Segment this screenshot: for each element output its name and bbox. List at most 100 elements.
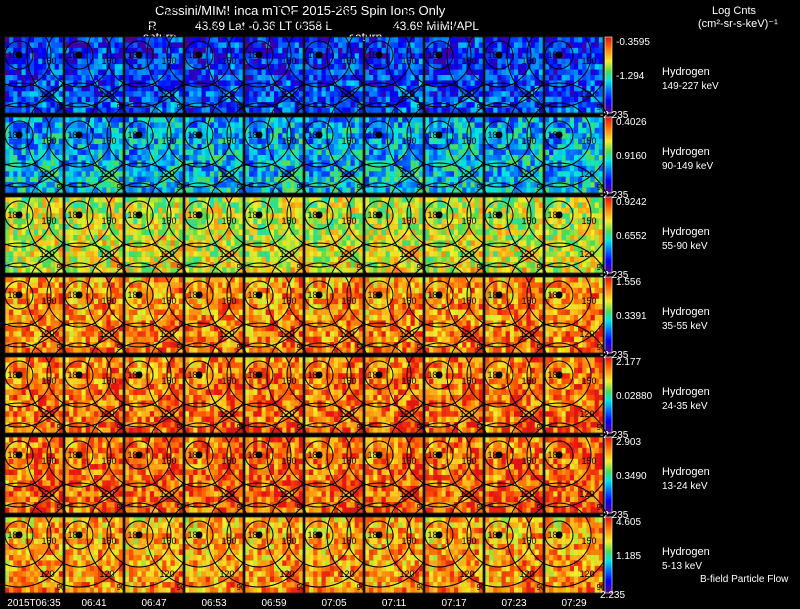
intensity-pixel	[470, 58, 475, 65]
intensity-pixel	[193, 75, 198, 81]
intensity-pixel	[193, 176, 198, 183]
intensity-pixel	[133, 102, 138, 108]
intensity-pixel	[354, 80, 360, 87]
intensity-pixel	[218, 207, 223, 214]
intensity-pixel	[106, 58, 111, 65]
intensity-pixel	[185, 37, 190, 43]
intensity-pixel	[501, 187, 506, 194]
intensity-pixel	[234, 107, 240, 114]
intensity-pixel	[29, 107, 35, 114]
intensity-pixel	[429, 47, 434, 54]
color-scale-step	[605, 139, 612, 142]
intensity-pixel	[425, 171, 430, 177]
intensity-pixel	[222, 85, 227, 92]
intensity-pixel	[65, 165, 70, 172]
intensity-pixel	[565, 85, 571, 92]
intensity-pixel	[590, 107, 595, 114]
intensity-pixel	[162, 37, 167, 43]
intensity-pixel	[9, 149, 14, 156]
intensity-pixel	[402, 80, 407, 87]
intensity-pixel	[234, 64, 240, 70]
intensity-pixel	[298, 58, 304, 65]
intensity-pixel	[329, 117, 335, 123]
intensity-pixel	[29, 80, 35, 87]
intensity-pixel	[329, 64, 335, 70]
intensity-pixel	[114, 91, 120, 97]
intensity-pixel	[42, 202, 47, 209]
intensity-pixel	[174, 80, 180, 87]
intensity-pixel	[189, 251, 194, 257]
intensity-pixel	[249, 75, 254, 81]
intensity-pixel	[129, 42, 134, 49]
intensity-pixel	[553, 96, 558, 103]
intensity-pixel	[189, 58, 194, 65]
intensity-pixel	[38, 127, 43, 134]
color-scale-step	[605, 67, 612, 70]
intensity-pixel	[166, 69, 171, 76]
intensity-pixel	[305, 117, 310, 123]
intensity-pixel	[282, 85, 287, 92]
intensity-pixel	[433, 85, 438, 92]
intensity-pixel	[158, 69, 163, 76]
intensity-pixel	[218, 47, 223, 54]
intensity-pixel	[145, 213, 151, 219]
intensity-pixel	[118, 75, 124, 81]
color-scale-step	[605, 90, 612, 93]
intensity-pixel	[358, 91, 364, 97]
intensity-pixel	[114, 207, 120, 214]
intensity-pixel	[485, 91, 490, 97]
intensity-pixel	[418, 69, 424, 76]
intensity-pixel	[170, 262, 175, 268]
intensity-pixel	[497, 58, 502, 65]
intensity-pixel	[454, 69, 459, 76]
intensity-pixel	[34, 42, 39, 49]
intensity-pixel	[129, 267, 134, 274]
intensity-pixel	[189, 102, 194, 108]
intensity-pixel	[77, 58, 82, 65]
intensity-pixel	[201, 251, 206, 257]
intensity-pixel	[65, 37, 70, 43]
intensity-pixel	[25, 251, 31, 257]
intensity-pixel	[42, 187, 47, 194]
intensity-pixel	[133, 155, 138, 161]
intensity-pixel	[394, 53, 399, 59]
intensity-pixel	[561, 47, 566, 54]
intensity-pixel	[38, 240, 43, 247]
intensity-pixel	[114, 64, 120, 70]
intensity-pixel	[253, 122, 258, 129]
intensity-pixel	[110, 53, 115, 59]
intensity-pixel	[313, 85, 318, 92]
intensity-pixel	[381, 75, 386, 81]
intensity-pixel	[197, 58, 202, 65]
intensity-pixel	[238, 96, 244, 103]
intensity-pixel	[145, 187, 151, 194]
intensity-pixel	[245, 64, 250, 70]
color-scale-max-label: -0.3595	[616, 37, 650, 48]
intensity-pixel	[218, 53, 223, 59]
intensity-pixel	[141, 64, 146, 70]
color-scale-step	[605, 80, 612, 83]
intensity-pixel	[321, 53, 326, 59]
b-field-direction-marker	[375, 51, 383, 59]
intensity-pixel	[290, 58, 295, 65]
intensity-pixel	[69, 85, 74, 92]
intensity-pixel	[509, 91, 515, 97]
intensity-pixel	[489, 47, 494, 54]
intensity-pixel	[325, 165, 331, 172]
intensity-pixel	[590, 69, 595, 76]
intensity-pixel	[429, 75, 434, 81]
intensity-pixel	[145, 171, 151, 177]
intensity-pixel	[29, 58, 35, 65]
intensity-pixel	[94, 122, 99, 129]
intensity-pixel	[85, 235, 91, 241]
intensity-pixel	[474, 85, 480, 92]
intensity-pixel	[110, 85, 115, 92]
intensity-pixel	[5, 149, 10, 156]
intensity-pixel	[34, 122, 39, 129]
intensity-pixel	[110, 262, 115, 268]
intensity-pixel	[58, 149, 64, 156]
intensity-pixel	[238, 64, 244, 70]
intensity-pixel	[34, 202, 39, 209]
intensity-pixel	[141, 85, 146, 92]
